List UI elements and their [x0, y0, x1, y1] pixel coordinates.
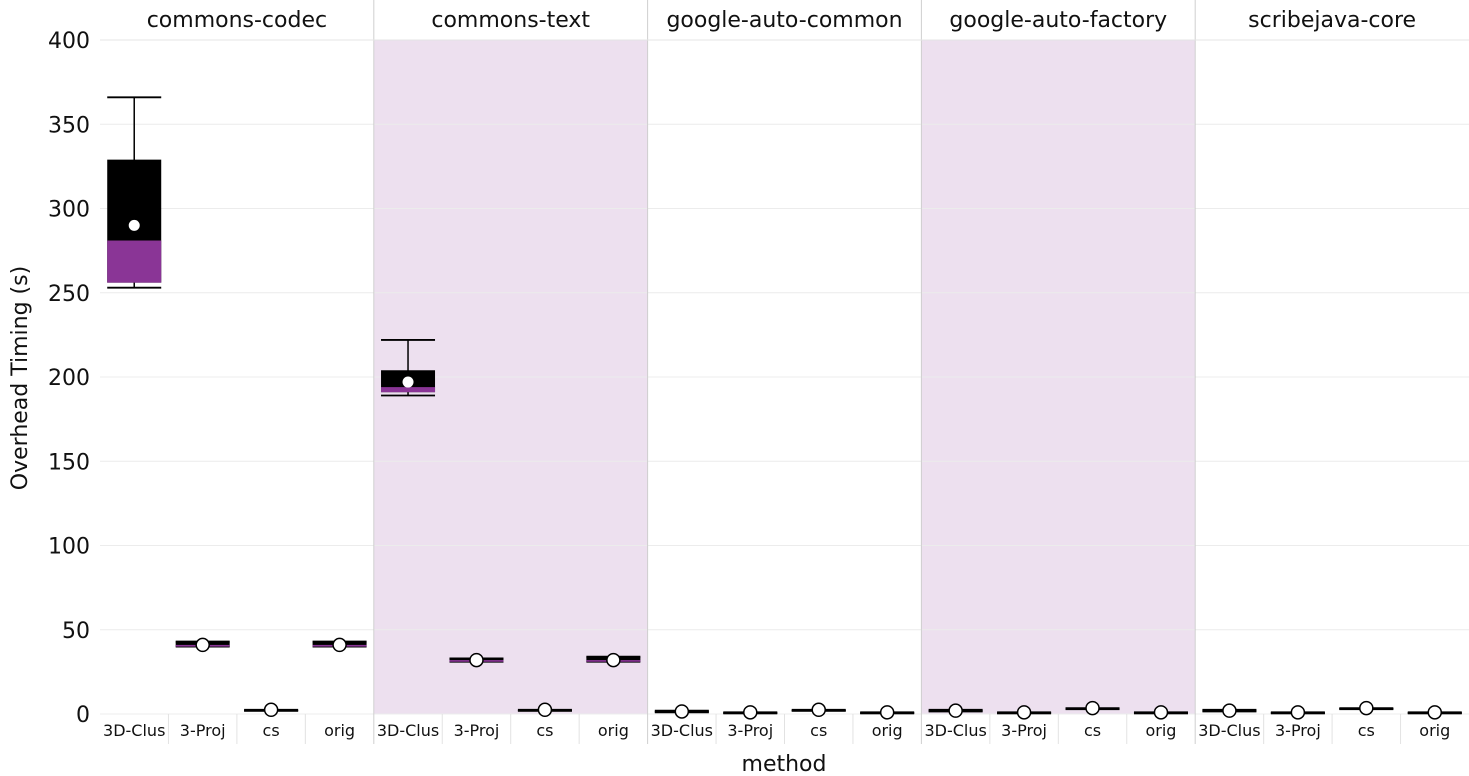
- median-band: [381, 387, 436, 393]
- x-tick-label: 3D-Clus: [377, 721, 439, 740]
- x-tick-label: orig: [324, 721, 355, 740]
- mean-marker: [674, 704, 690, 719]
- x-tick-label: cs: [810, 721, 827, 740]
- x-tick-label: 3D-Clus: [103, 721, 165, 740]
- mean-marker: [811, 702, 826, 718]
- y-axis-label: Overhead Timing (s): [8, 266, 33, 490]
- facet-titles: commons-codec commons-text google-auto-com…: [147, 8, 1416, 33]
- mean-marker: [402, 376, 414, 388]
- box-3D-Clus: [107, 96, 162, 289]
- box-orig: [860, 705, 915, 720]
- x-tick-label: orig: [1145, 721, 1176, 740]
- y-tick-label: 250: [48, 282, 90, 307]
- mean-marker: [1153, 705, 1169, 720]
- x-tick-label: 3D-Clus: [924, 721, 986, 740]
- mean-marker: [1427, 705, 1443, 720]
- x-tick-label: cs: [263, 721, 280, 740]
- box-3D-Clus: [1202, 703, 1257, 718]
- y-tick-label: 400: [48, 29, 90, 54]
- box-orig: [1407, 705, 1462, 720]
- x-tick-label: 3-Proj: [727, 721, 773, 740]
- x-tick-label: 3-Proj: [180, 721, 226, 740]
- mean-marker: [469, 652, 484, 668]
- x-axis-label: method: [742, 752, 827, 776]
- x-axis-ticks: 3D-Clus 3-Proj cs orig 3D-Clus 3-Proj cs orig 3D…: [103, 714, 1450, 744]
- box-3D-Clus: [654, 704, 709, 719]
- x-tick-label: orig: [1419, 721, 1450, 740]
- mean-marker: [1222, 703, 1237, 718]
- mean-marker: [195, 637, 210, 653]
- box-orig: [1133, 705, 1188, 720]
- x-tick-label: cs: [1084, 721, 1101, 740]
- x-tick-label: 3D-Clus: [1198, 721, 1260, 740]
- mean-marker: [263, 702, 279, 718]
- y-axis-ticks: 0 50 100 150 200 250 300 350 400: [48, 29, 90, 728]
- x-tick-label: orig: [872, 721, 903, 740]
- mean-marker: [128, 219, 140, 231]
- x-tick-label: 3-Proj: [1275, 721, 1321, 740]
- median-band: [107, 240, 162, 283]
- facet-title: google-auto-common: [666, 8, 902, 33]
- mean-marker: [879, 705, 895, 720]
- facet-title: scribejava-core: [1248, 8, 1416, 33]
- x-tick-label: cs: [536, 721, 553, 740]
- x-tick-label: orig: [598, 721, 629, 740]
- facet-dividers: [100, 0, 1469, 744]
- mean-marker: [743, 705, 758, 720]
- gridlines: [100, 39, 1469, 715]
- y-tick-label: 100: [48, 535, 90, 560]
- y-tick-label: 150: [48, 450, 90, 475]
- box-cs: [791, 702, 846, 718]
- box-cs: [1065, 700, 1120, 716]
- facet-title: commons-codec: [147, 8, 327, 33]
- facet-title: commons-text: [431, 8, 590, 33]
- mean-marker: [1016, 705, 1032, 720]
- y-tick-label: 0: [76, 703, 90, 728]
- mean-marker: [606, 652, 621, 668]
- box-3-Proj: [1270, 705, 1325, 720]
- mean-marker: [948, 703, 963, 718]
- box-3-Proj: [449, 652, 504, 668]
- x-tick-label: cs: [1358, 721, 1375, 740]
- box-3D-Clus: [928, 703, 983, 718]
- mean-marker: [1290, 705, 1306, 720]
- y-tick-label: 300: [48, 198, 90, 223]
- box-orig: [586, 652, 641, 668]
- box-marks: [107, 96, 1462, 720]
- mean-marker: [1359, 700, 1374, 716]
- box-cs: [244, 702, 299, 718]
- mean-marker: [332, 637, 347, 653]
- box-cs: [517, 702, 572, 718]
- y-tick-label: 200: [48, 366, 90, 391]
- box-cs: [1339, 700, 1394, 716]
- x-tick-label: 3D-Clus: [651, 721, 713, 740]
- box-3D-Clus: [381, 339, 436, 397]
- mean-marker: [1085, 700, 1100, 716]
- facet-title: google-auto-factory: [949, 8, 1167, 33]
- x-tick-label: 3-Proj: [1001, 721, 1047, 740]
- y-tick-label: 50: [62, 619, 90, 644]
- y-tick-label: 350: [48, 113, 90, 138]
- box-3-Proj: [723, 705, 778, 720]
- x-tick-label: 3-Proj: [454, 721, 500, 740]
- box-orig: [312, 637, 367, 653]
- box-3-Proj: [997, 705, 1052, 720]
- mean-marker: [537, 702, 553, 718]
- box-3-Proj: [175, 637, 230, 653]
